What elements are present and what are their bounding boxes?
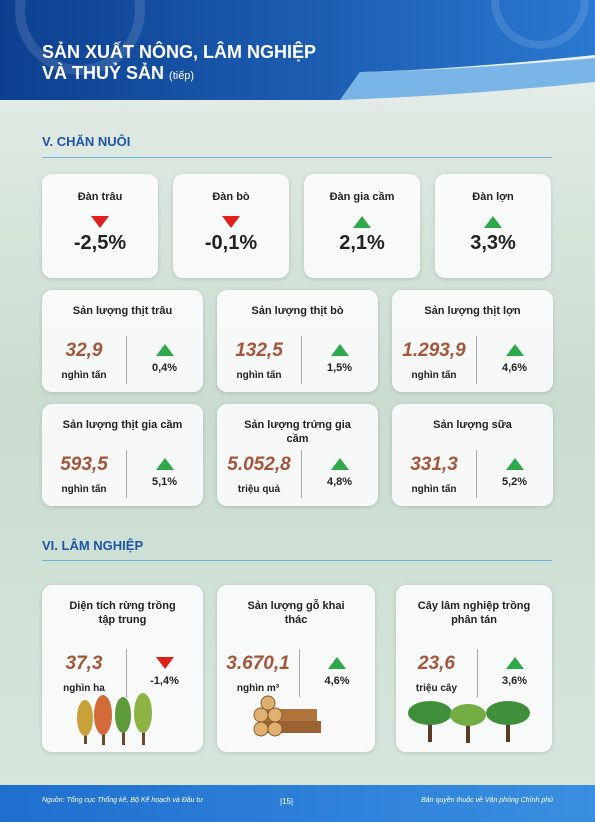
herd-label: Đàn lợn xyxy=(472,191,514,203)
footer-copyright: Bản quyền thuộc về Văn phòng Chính phủ xyxy=(421,797,553,804)
card-value: 593,5 xyxy=(60,454,108,475)
herd-card: Đàn trâu -2,5% xyxy=(42,174,158,278)
herd-change: -0,1% xyxy=(204,232,258,254)
card-value: 3.670,1 xyxy=(226,653,290,674)
card-unit: nghìn tấn xyxy=(236,370,282,381)
herd-label: Đàn trâu xyxy=(77,191,123,203)
production-card: Sản lượng trứng gia cầm 5.052,8 triệu quả 4… xyxy=(217,404,378,506)
card-divider xyxy=(476,336,477,384)
production-card: Sản lượng thịt lợn 1.293,9 nghìn tấn 4,6% xyxy=(392,290,553,392)
production-card: Sản lượng thịt trâu 32,9 nghìn tấn 0,4% xyxy=(42,290,203,392)
card-label: Sản lượng trứng gia cầm xyxy=(244,419,351,445)
card-change: 5,1% xyxy=(151,476,178,488)
card-change: -1,4% xyxy=(150,675,179,687)
card-unit: nghìn m³ xyxy=(236,683,280,694)
herd-change: 2,1% xyxy=(339,232,385,254)
card-unit: nghìn tấn xyxy=(61,484,107,495)
production-card: Sản lượng sữa 331,3 nghìn tấn 5,2% xyxy=(392,404,553,506)
card-change: 3,6% xyxy=(501,675,528,687)
card-label: Sản lượng sữa xyxy=(433,419,512,431)
card-unit: nghìn tấn xyxy=(411,370,457,381)
arrow-up xyxy=(505,458,524,470)
title-suffix: (tiếp) xyxy=(169,70,195,82)
card-label: Sản lượng thịt gia cầm xyxy=(62,419,183,431)
page-title: SẢN XUẤT NÔNG, LÂM NGHIỆP VÀ THUỶ SẢN (t… xyxy=(42,42,316,87)
section-title: V. CHĂN NUÔI xyxy=(42,134,131,149)
header-band xyxy=(0,0,595,100)
forest-icon xyxy=(408,701,530,743)
title-line: VÀ THUỶ SẢN (tiếp) xyxy=(42,63,316,87)
card-divider xyxy=(299,649,300,697)
card-label: Sản lượng thịt lợn xyxy=(424,305,521,317)
page-number: |15| xyxy=(280,797,294,806)
card-divider xyxy=(301,450,302,498)
section-rule xyxy=(42,560,552,561)
card-value: 1.293,9 xyxy=(402,340,466,361)
card-divider xyxy=(301,336,302,384)
section-title: VI. LÂM NGHIỆP xyxy=(42,538,144,553)
card-divider xyxy=(126,450,127,498)
arrow-up xyxy=(330,344,349,356)
section-rule xyxy=(42,157,552,158)
card-unit: nghìn tấn xyxy=(411,484,457,495)
card-label: Cây lâm nghiệp trồng phân tán xyxy=(417,600,531,626)
herd-label: Đàn gia cầm xyxy=(329,191,395,203)
forest-icon xyxy=(253,695,321,737)
arrow-down xyxy=(91,216,109,228)
card-divider xyxy=(126,336,127,384)
card-unit: nghìn tấn xyxy=(61,370,107,381)
card-unit: nghìn ha xyxy=(63,683,105,694)
forest-card: Sản lượng gỗ khai thác 3.670,1 nghìn m³ 4,6… xyxy=(217,585,375,752)
card-value: 37,3 xyxy=(65,653,103,674)
arrow-up xyxy=(353,216,371,228)
card-divider xyxy=(476,450,477,498)
arrow-up xyxy=(328,657,346,669)
title-line: VÀ THUỶ SẢN xyxy=(42,63,165,83)
forest-card: Diện tích rừng trồng tập trung 37,3 nghìn … xyxy=(42,585,203,752)
card-change: 0,4% xyxy=(151,362,178,374)
forest-icon xyxy=(77,693,152,745)
arrow-up xyxy=(155,344,174,356)
card-value: 132,5 xyxy=(235,340,283,361)
card-label: Sản lượng thịt bò xyxy=(251,305,344,317)
arrow-down xyxy=(155,657,174,669)
herd-card: Đàn bò -0,1% xyxy=(173,174,289,278)
card-change: 4,8% xyxy=(326,476,353,488)
card-value: 32,9 xyxy=(65,340,103,361)
card-unit: triệu cây xyxy=(415,683,458,694)
card-unit: triệu quả xyxy=(237,484,281,495)
card-value: 331,3 xyxy=(410,454,458,475)
card-value: 23,6 xyxy=(418,653,455,674)
card-change: 1,5% xyxy=(326,362,353,374)
card-change: 5,2% xyxy=(501,476,528,488)
card-value: 5.052,8 xyxy=(227,454,291,475)
arrow-up xyxy=(484,216,502,228)
herd-card: Đàn gia cầm 2,1% xyxy=(304,174,420,278)
arrow-down xyxy=(222,216,240,228)
herd-label: Đàn bò xyxy=(212,191,250,203)
card-label: Sản lượng gỗ khai thác xyxy=(247,600,345,626)
herd-change: -2,5% xyxy=(73,232,127,254)
card-label: Sản lượng thịt trâu xyxy=(72,305,173,317)
card-label: Diện tích rừng trồng tập trung xyxy=(69,600,176,626)
herd-change: 3,3% xyxy=(470,232,516,254)
card-change: 4,6% xyxy=(501,362,528,374)
production-card: Sản lượng thịt gia cầm 593,5 nghìn tấn 5,1% xyxy=(42,404,203,506)
production-card: Sản lượng thịt bò 132,5 nghìn tấn 1,5% xyxy=(217,290,378,392)
arrow-up xyxy=(505,344,524,356)
arrow-up xyxy=(330,458,349,470)
forest-card: Cây lâm nghiệp trồng phân tán 23,6 triệu c… xyxy=(396,585,552,752)
card-change: 4,6% xyxy=(324,675,350,687)
card-divider xyxy=(477,649,478,697)
arrow-up xyxy=(505,657,524,669)
footer-band xyxy=(0,785,595,822)
herd-card: Đàn lợn 3,3% xyxy=(435,174,551,278)
card-divider xyxy=(126,649,127,697)
arrow-up xyxy=(155,458,174,470)
footer-source: Nguồn: Tổng cục Thống kê, Bộ Kế hoạch và… xyxy=(42,797,203,804)
title-line: SẢN XUẤT NÔNG, LÂM NGHIỆP xyxy=(42,42,317,62)
